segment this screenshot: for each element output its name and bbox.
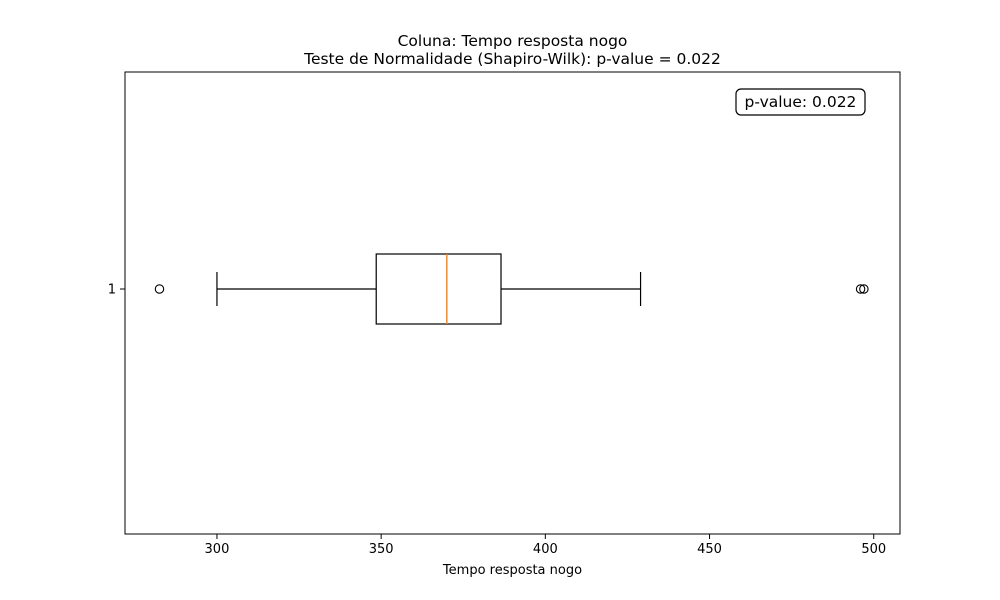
x-tick-label: 350 — [369, 542, 394, 557]
x-tick-label: 400 — [533, 542, 558, 557]
boxplot-series — [154, 253, 869, 325]
outlier-point — [154, 284, 165, 294]
annotation-text: p-value: 0.022 — [745, 93, 857, 111]
y-axis-ticks: 1 — [108, 283, 125, 298]
x-axis-ticks: 300 350 400 450 500 — [205, 534, 886, 557]
plot-area-frame — [124, 71, 901, 535]
annotation-box — [735, 88, 866, 116]
x-tick-label: 500 — [861, 542, 886, 557]
x-tick-label: 450 — [697, 542, 722, 557]
outlier-point — [855, 284, 866, 294]
iqr-box — [375, 253, 502, 325]
x-tick-label: 300 — [205, 542, 230, 557]
p-value-annotation: p-value: 0.022 — [735, 88, 866, 116]
chart-title-line1: Coluna: Tempo resposta nogo — [398, 32, 628, 50]
chart-title-line2: Teste de Normalidade (Shapiro-Wilk): p-v… — [303, 50, 721, 68]
outlier-point — [859, 284, 869, 294]
y-tick-label: 1 — [108, 283, 116, 298]
x-axis-label: Tempo resposta nogo — [442, 563, 582, 578]
